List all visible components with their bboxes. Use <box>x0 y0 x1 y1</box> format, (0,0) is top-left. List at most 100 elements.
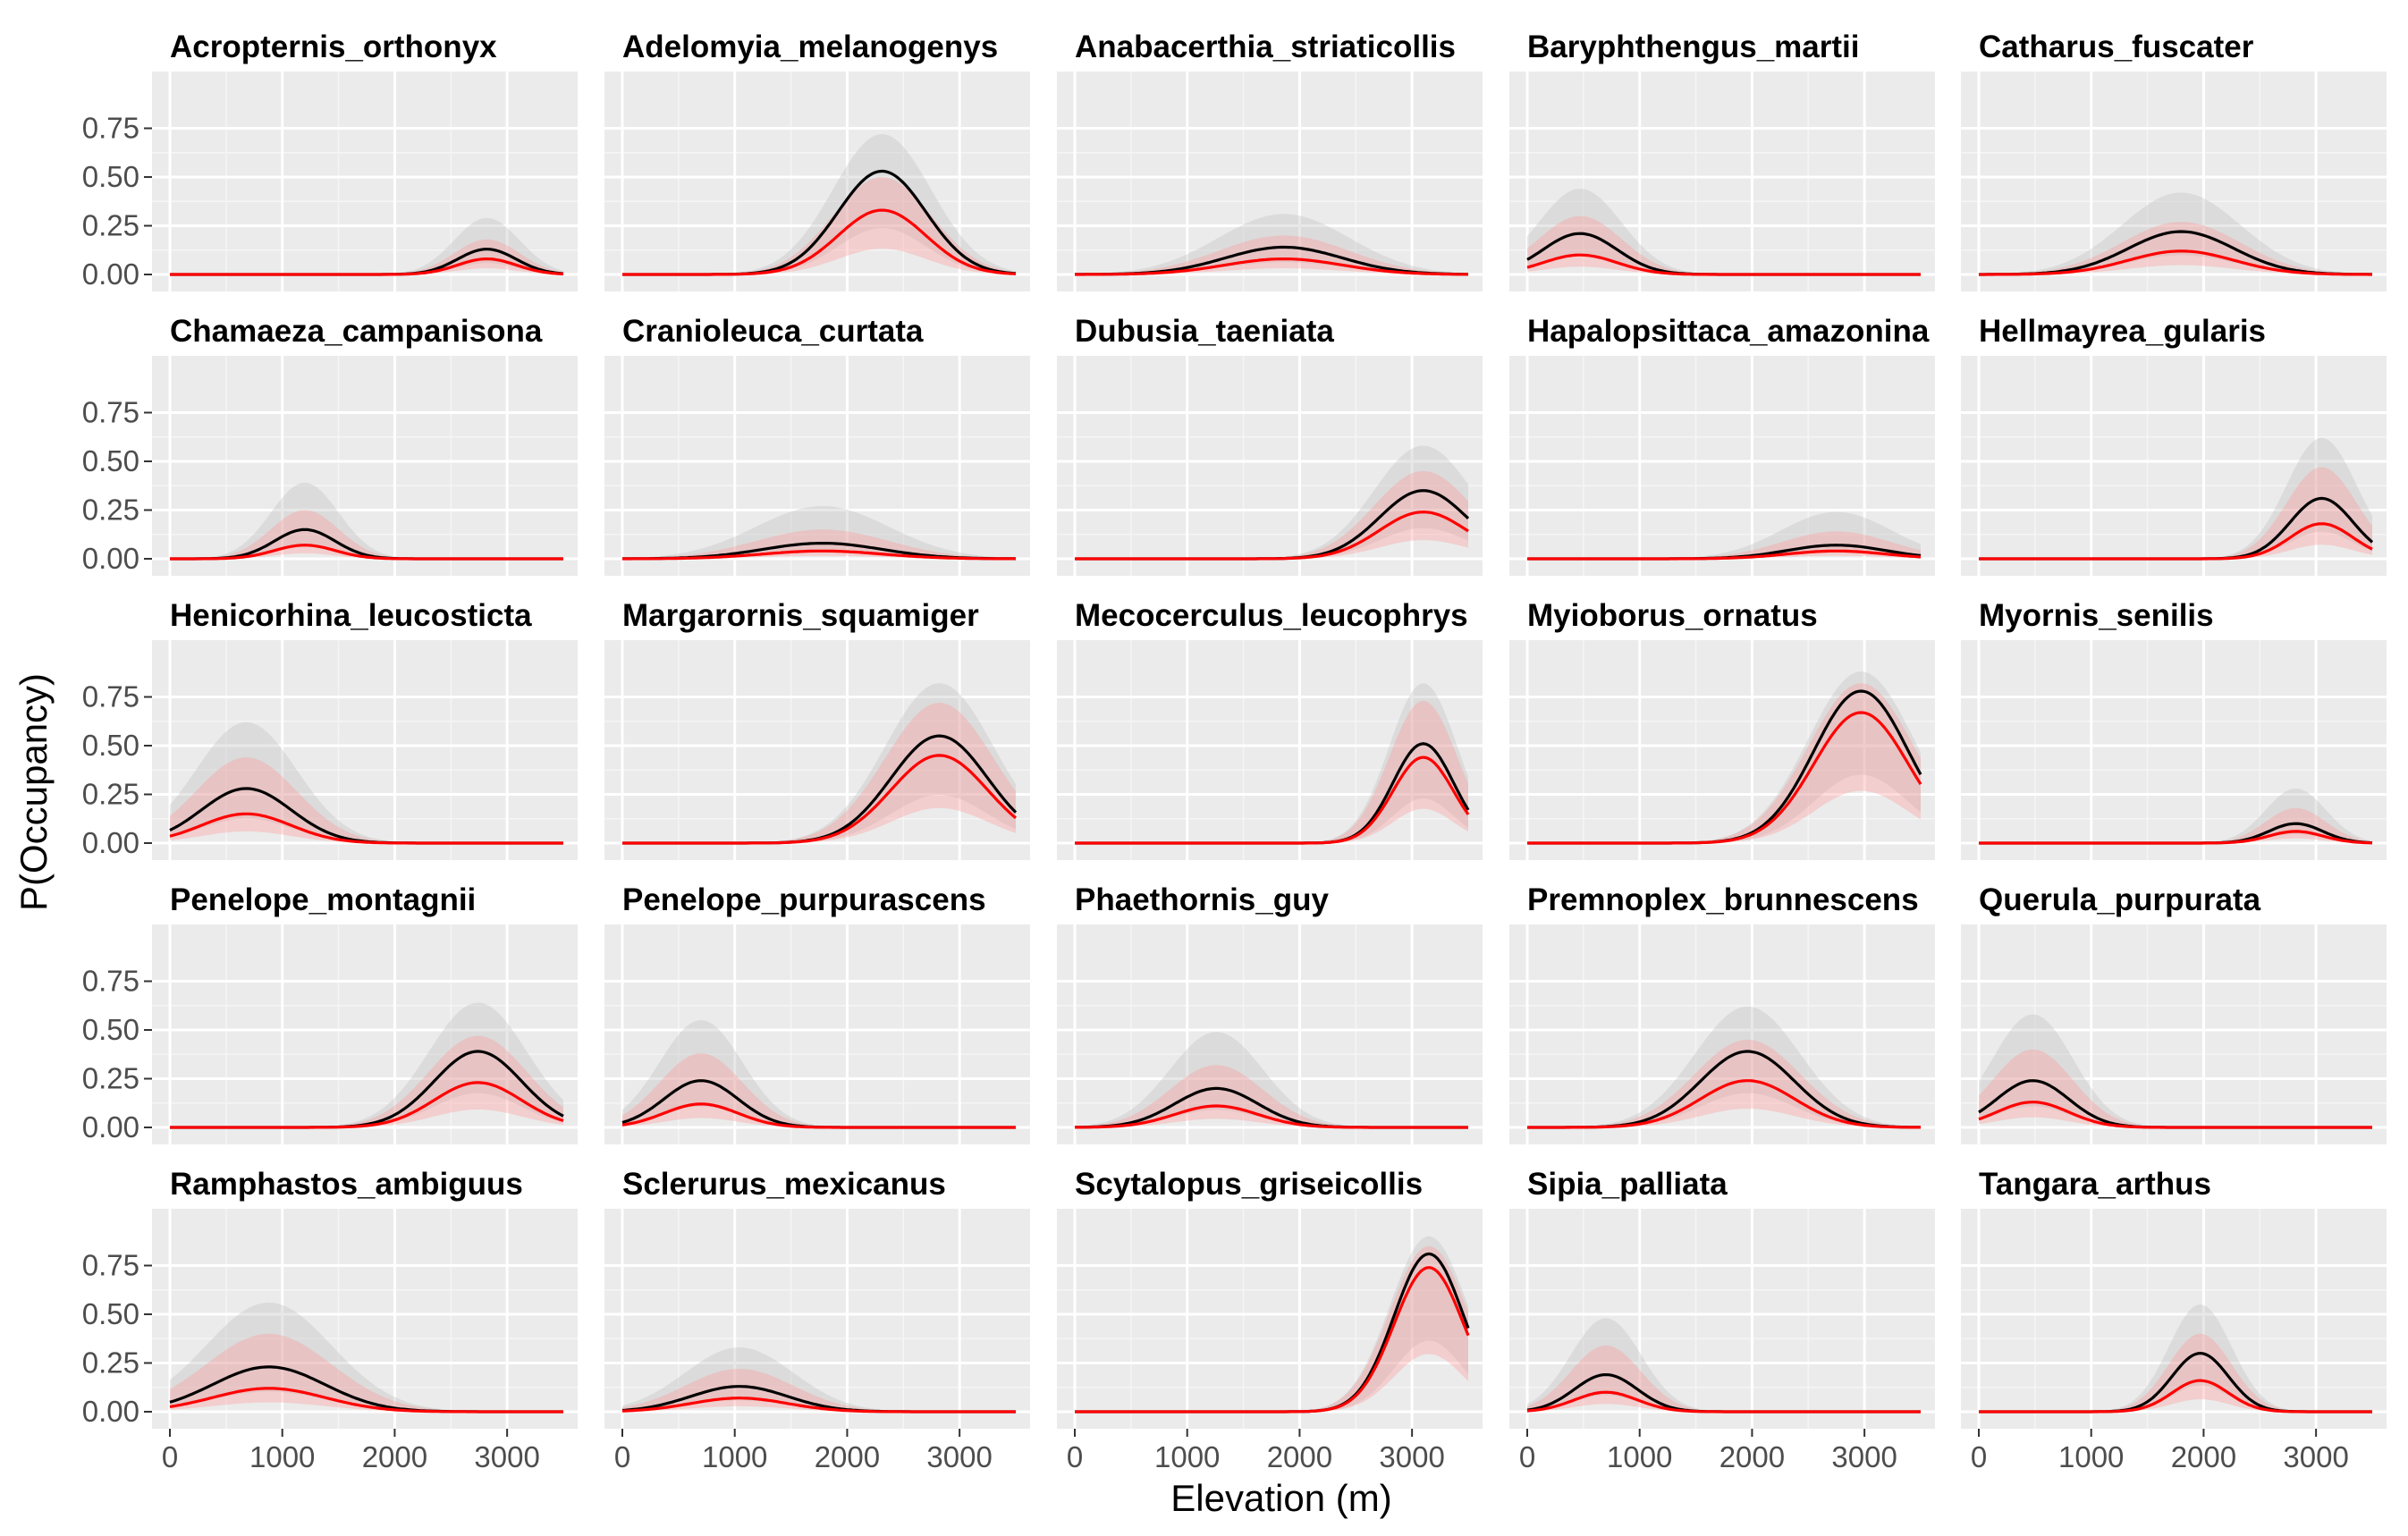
red-series-line <box>169 1387 563 1414</box>
x-tick-label: 3000 <box>2283 1440 2348 1473</box>
red-series-line <box>1075 511 1469 561</box>
black-series-ci-band <box>1527 1318 1921 1412</box>
black-series-ci-band <box>170 217 563 274</box>
x-tick-label: 0 <box>1067 1440 1083 1473</box>
black-series-ci-band <box>170 1302 563 1412</box>
x-tick-label: 1000 <box>1154 1440 1220 1473</box>
panel-title: Sclerurus_mexicanus <box>622 1167 946 1202</box>
y-tick-label: 0.50 <box>82 1013 139 1046</box>
red-series-line <box>621 1397 1016 1414</box>
panel-myioborus-ornatus: Myioborus_ornatus <box>1509 598 1935 860</box>
black-series-ci-band <box>622 683 1016 843</box>
red-series-ci-band <box>170 239 563 274</box>
red-series-line <box>1979 249 2372 276</box>
red-series-line <box>1075 257 1468 276</box>
red-series-line <box>169 812 563 845</box>
black-series-ci-band <box>1979 437 2372 559</box>
panel-title: Sipia_palliata <box>1527 1167 1728 1202</box>
x-tick-label: 1000 <box>702 1440 767 1473</box>
x-tick-label: 0 <box>1971 1440 1987 1473</box>
red-series-line <box>1527 549 1922 561</box>
black-series-ci-band <box>1075 1236 1468 1412</box>
y-tick-label: 0.25 <box>82 1346 139 1380</box>
panel-title: Baryphthengus_martii <box>1527 30 1859 64</box>
panel-title: Penelope_montagnii <box>170 882 476 917</box>
panel-sipia-palliata: Sipia_palliata 0 1000 2000 3000 <box>1509 1167 1935 1473</box>
red-series-line <box>622 549 1017 561</box>
panel-penelope-purpurascens: Penelope_purpurascens <box>604 882 1030 1144</box>
x-axis-label: Elevation (m) <box>1170 1477 1391 1519</box>
panel-phaethornis-guy: Phaethornis_guy <box>1057 882 1483 1144</box>
red-series-ci-band <box>1527 215 1921 274</box>
x-tick-label: 3000 <box>474 1440 539 1473</box>
panel-title: Anabacerthia_striaticollis <box>1075 30 1456 64</box>
y-tick-label: 0.75 <box>82 680 139 713</box>
panel-title: Phaethornis_guy <box>1075 882 1329 917</box>
panel-title: Catharus_fuscater <box>1979 30 2254 64</box>
panel-title: Myornis_senilis <box>1979 598 2214 633</box>
red-series-ci-band <box>1979 467 2372 559</box>
panel-dubusia-taeniata: Dubusia_taeniata <box>1057 314 1483 576</box>
black-series-ci-band <box>622 506 1016 559</box>
panel-title: Margarornis_squamiger <box>622 598 979 633</box>
panel-myornis-senilis: Myornis_senilis <box>1961 598 2387 860</box>
panel-chamaeza-campanisona: Chamaeza_campanisona 0.00 0.25 0.50 0.75 <box>82 314 578 576</box>
red-series-ci-band <box>170 757 563 843</box>
black-series-ci-band <box>170 1002 563 1127</box>
black-series-ci-band <box>1527 671 1921 843</box>
panel-mecocerculus-leucophrys: Mecocerculus_leucophrys <box>1057 598 1483 860</box>
panel-adelomyia-melanogenys: Adelomyia_melanogenys <box>604 30 1030 291</box>
x-tick-label: 2000 <box>1267 1440 1332 1473</box>
y-axis-label: P(Occupancy) <box>13 673 55 911</box>
x-tick-label: 2000 <box>362 1440 427 1473</box>
red-series-line <box>1527 1079 1921 1129</box>
x-tick-label: 0 <box>614 1440 630 1473</box>
panel-sclerurus-mexicanus: Sclerurus_mexicanus 0 1000 2000 3000 <box>604 1167 1030 1473</box>
panel-querula-purpurata: Querula_purpurata <box>1961 882 2387 1144</box>
red-series-line <box>1978 1101 2372 1129</box>
red-series-ci-band <box>1979 1049 2372 1127</box>
red-series-ci-band <box>170 1035 563 1127</box>
y-tick-label: 0.00 <box>82 1110 139 1144</box>
black-series-ci-band <box>1075 445 1468 559</box>
panel-baryphthengus-martii: Baryphthengus_martii <box>1509 30 1935 291</box>
panel-scytalopus-griseicollis: Scytalopus_griseicollis 0 1000 2000 3000 <box>1057 1167 1483 1473</box>
black-series-ci-band <box>1527 189 1921 274</box>
panels-layer: Acropternis_orthonyx 0.00 0.25 0.50 0.75 Adel… <box>82 30 2387 1473</box>
panel-title: Henicorhina_leucosticta <box>170 598 532 633</box>
x-tick-label: 2000 <box>2171 1440 2236 1473</box>
y-tick-label: 0.75 <box>82 112 139 145</box>
red-series-line <box>622 208 1017 276</box>
x-tick-label: 1000 <box>2058 1440 2124 1473</box>
y-tick-label: 0.50 <box>82 1297 139 1330</box>
y-tick-label: 0.75 <box>82 965 139 998</box>
black-series-ci-band <box>1979 192 2372 274</box>
red-series-ci-band <box>1075 700 1468 843</box>
red-series-ci-band <box>1979 222 2372 274</box>
panel-title: Acropternis_orthonyx <box>170 30 497 64</box>
panel-title: Myioborus_ornatus <box>1527 598 1818 633</box>
y-tick-label: 0.50 <box>82 729 139 762</box>
red-series-line <box>1075 1104 1468 1129</box>
panel-henicorhina-leucosticta: Henicorhina_leucosticta 0.00 0.25 0.50 0.75 <box>82 598 578 860</box>
red-series-ci-band <box>1075 1245 1468 1412</box>
panel-title: Penelope_purpurascens <box>622 882 986 917</box>
panel-catharus-fuscater: Catharus_fuscater <box>1961 30 2387 291</box>
y-tick-label: 0.75 <box>82 1249 139 1282</box>
panel-penelope-montagnii: Penelope_montagnii 0.00 0.25 0.50 0.75 <box>82 882 578 1144</box>
panel-cranioleuca-curtata: Cranioleuca_curtata <box>604 314 1030 576</box>
panel-tangara-arthus: Tangara_arthus 0 1000 2000 3000 <box>1961 1167 2387 1473</box>
panel-title: Cranioleuca_curtata <box>622 314 924 349</box>
panel-title: Mecocerculus_leucophrys <box>1075 598 1468 633</box>
red-series-line <box>170 544 563 561</box>
x-tick-label: 1000 <box>1607 1440 1672 1473</box>
black-series-ci-band <box>1979 1304 2372 1412</box>
panel-title: Querula_purpurata <box>1979 882 2261 917</box>
red-series-line <box>622 754 1018 845</box>
panel-title: Tangara_arthus <box>1979 1167 2211 1202</box>
black-series-ci-band <box>1527 1006 1921 1127</box>
x-tick-label: 2000 <box>815 1440 880 1473</box>
y-tick-label: 0.25 <box>82 494 139 527</box>
black-series-ci-band <box>622 1020 1016 1127</box>
